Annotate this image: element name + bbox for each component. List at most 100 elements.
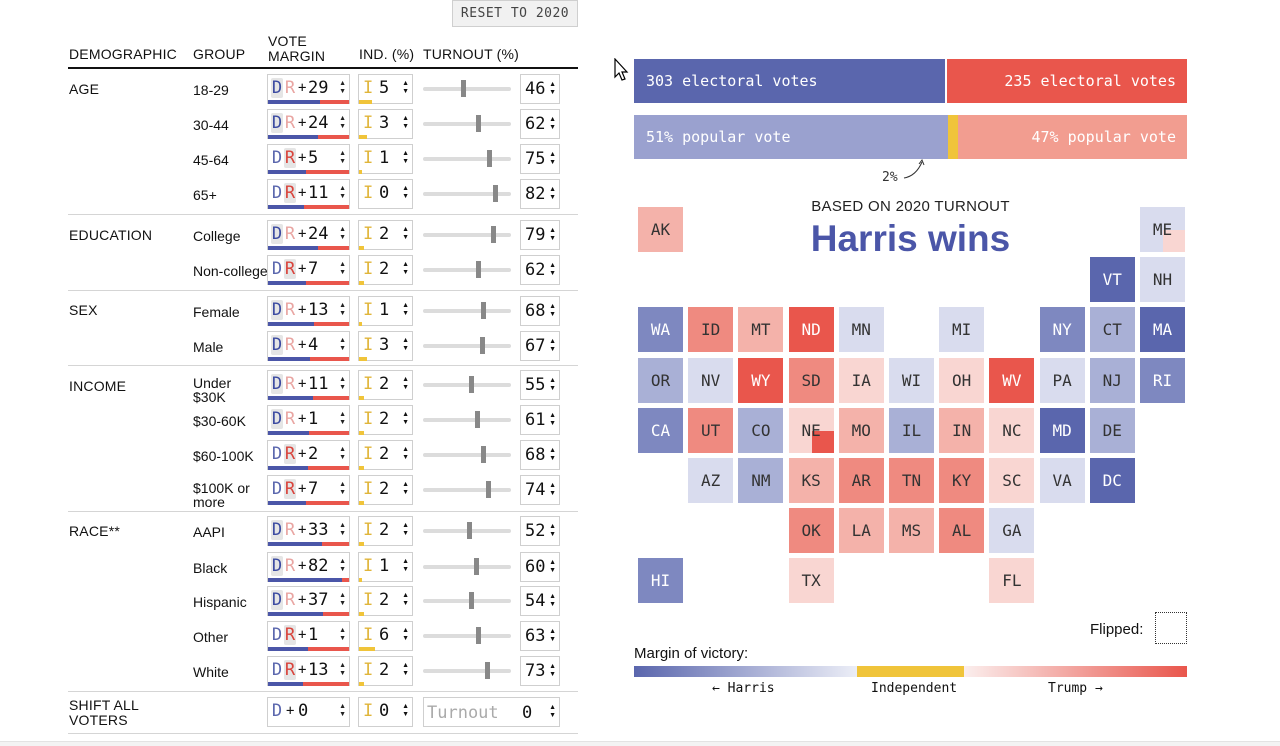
state-tile-mo[interactable]: MO	[838, 407, 884, 453]
turnout-slider[interactable]	[423, 261, 511, 278]
spinner-icon[interactable]: ▲ ▼	[549, 377, 556, 392]
shift-all-turnout-input[interactable]: Turnout 0 ▲ ▼	[423, 697, 560, 727]
independent-input[interactable]: I 5 ▲ ▼	[358, 74, 413, 104]
state-tile-md[interactable]: MD	[1039, 407, 1085, 453]
vote-margin-input[interactable]: D R +82 ▲ ▼	[267, 552, 350, 582]
state-tile-nv[interactable]: NV	[688, 357, 734, 403]
spinner-icon[interactable]: ▲ ▼	[339, 150, 346, 165]
vote-margin-input[interactable]: D R +37 ▲ ▼	[267, 586, 350, 616]
vote-margin-input[interactable]: D R +4 ▲ ▼	[267, 331, 350, 361]
independent-input[interactable]: I 6 ▲ ▼	[358, 621, 413, 651]
independent-input[interactable]: I 2 ▲ ▼	[358, 405, 413, 435]
slider-thumb[interactable]	[476, 627, 482, 644]
spinner-icon[interactable]: ▲ ▼	[549, 412, 556, 427]
turnout-slider[interactable]	[423, 411, 511, 428]
turnout-input[interactable]: 79 ▲ ▼	[520, 220, 560, 250]
turnout-slider[interactable]	[423, 376, 511, 393]
rep-toggle[interactable]: R	[284, 479, 296, 499]
state-tile-ia[interactable]: IA	[838, 357, 884, 403]
turnout-slider[interactable]	[423, 481, 511, 498]
state-tile-id[interactable]: ID	[688, 307, 734, 353]
turnout-slider[interactable]	[423, 662, 511, 679]
turnout-slider[interactable]	[423, 226, 511, 243]
independent-input[interactable]: I 3 ▲ ▼	[358, 331, 413, 361]
independent-input[interactable]: I 2 ▲ ▼	[358, 220, 413, 250]
slider-thumb[interactable]	[461, 80, 467, 97]
independent-input[interactable]: I 2 ▲ ▼	[358, 475, 413, 505]
spinner-icon[interactable]: ▲ ▼	[402, 481, 409, 496]
shift-all-ind-input[interactable]: I 0 ▲ ▼	[358, 697, 413, 727]
state-tile-tn[interactable]: TN	[889, 458, 934, 503]
rep-toggle[interactable]: R	[284, 113, 296, 133]
slider-thumb[interactable]	[486, 481, 492, 498]
rep-toggle[interactable]: R	[284, 78, 296, 98]
spinner-icon[interactable]: ▲ ▼	[339, 226, 346, 241]
state-tile-ky[interactable]: KY	[939, 458, 985, 503]
independent-input[interactable]: I 1 ▲ ▼	[358, 296, 413, 326]
independent-input[interactable]: I 2 ▲ ▼	[358, 656, 413, 686]
independent-input[interactable]: I 2 ▲ ▼	[358, 255, 413, 285]
state-tile-dc[interactable]: DC	[1089, 458, 1135, 503]
state-tile-sd[interactable]: SD	[788, 357, 834, 403]
dem-toggle[interactable]: D	[271, 701, 283, 721]
spinner-icon[interactable]: ▲ ▼	[339, 261, 346, 276]
spinner-icon[interactable]: ▲ ▼	[339, 376, 346, 391]
state-tile-nj[interactable]: NJ	[1089, 357, 1135, 403]
state-tile-fl[interactable]: FL	[989, 558, 1035, 604]
dem-toggle[interactable]: D	[271, 113, 283, 133]
vote-margin-input[interactable]: D R +7 ▲ ▼	[267, 255, 350, 285]
spinner-icon[interactable]: ▲ ▼	[549, 116, 556, 131]
state-tile-ks[interactable]: KS	[788, 458, 834, 503]
turnout-slider[interactable]	[423, 522, 511, 539]
state-tile-ri[interactable]: RI	[1140, 357, 1185, 403]
state-tile-il[interactable]: IL	[889, 407, 934, 453]
turnout-slider[interactable]	[423, 185, 511, 202]
rep-toggle[interactable]: R	[284, 259, 296, 279]
turnout-input[interactable]: 67 ▲ ▼	[520, 331, 560, 361]
state-tile-va[interactable]: VA	[1039, 458, 1085, 503]
state-tile-ga[interactable]: GA	[989, 508, 1035, 554]
rep-toggle[interactable]: R	[284, 183, 296, 203]
independent-input[interactable]: I 0 ▲ ▼	[358, 179, 413, 209]
slider-thumb[interactable]	[487, 150, 492, 167]
dem-toggle[interactable]: D	[271, 335, 283, 355]
state-tile-ct[interactable]: CT	[1089, 307, 1135, 353]
turnout-input[interactable]: 46 ▲ ▼	[520, 74, 560, 104]
independent-input[interactable]: I 1 ▲ ▼	[358, 552, 413, 582]
spinner-icon[interactable]: ▲ ▼	[549, 262, 556, 277]
slider-thumb[interactable]	[468, 592, 474, 609]
state-tile-az[interactable]: AZ	[688, 458, 734, 503]
dem-toggle[interactable]: D	[271, 148, 283, 168]
slider-thumb[interactable]	[474, 411, 480, 428]
vote-margin-input[interactable]: D R +13 ▲ ▼	[267, 296, 350, 326]
vote-margin-input[interactable]: D R +2 ▲ ▼	[267, 440, 350, 470]
state-tile-wy[interactable]: WY	[738, 357, 784, 403]
turnout-slider[interactable]	[423, 446, 511, 463]
spinner-icon[interactable]: ▲ ▼	[402, 662, 409, 677]
turnout-input[interactable]: 55 ▲ ▼	[520, 370, 560, 400]
rep-toggle[interactable]: R	[284, 374, 296, 394]
turnout-input[interactable]: 61 ▲ ▼	[520, 405, 560, 435]
state-tile-ut[interactable]: UT	[688, 407, 734, 453]
rep-toggle[interactable]: R	[284, 625, 296, 645]
state-tile-nd[interactable]: ND	[788, 307, 834, 353]
state-tile-ne[interactable]: NE	[788, 407, 834, 453]
slider-thumb[interactable]	[479, 337, 485, 354]
turnout-slider[interactable]	[423, 80, 511, 97]
rep-toggle[interactable]: R	[284, 224, 296, 244]
rep-toggle[interactable]: R	[284, 335, 296, 355]
state-tile-la[interactable]: LA	[838, 508, 884, 554]
vote-margin-input[interactable]: D R +24 ▲ ▼	[267, 220, 350, 250]
slider-thumb[interactable]	[493, 185, 499, 202]
state-tile-vt[interactable]: VT	[1089, 257, 1135, 303]
spinner-icon[interactable]: ▲ ▼	[339, 446, 346, 461]
rep-toggle[interactable]: R	[284, 660, 296, 680]
slider-thumb[interactable]	[473, 558, 479, 575]
vote-margin-input[interactable]: D R +29 ▲ ▼	[267, 74, 350, 104]
vote-margin-input[interactable]: D R +24 ▲ ▼	[267, 109, 350, 139]
spinner-icon[interactable]: ▲ ▼	[549, 227, 556, 242]
state-tile-oh[interactable]: OH	[939, 357, 985, 403]
spinner-icon[interactable]: ▲ ▼	[339, 302, 346, 317]
dem-toggle[interactable]: D	[271, 409, 283, 429]
turnout-slider[interactable]	[423, 627, 511, 644]
